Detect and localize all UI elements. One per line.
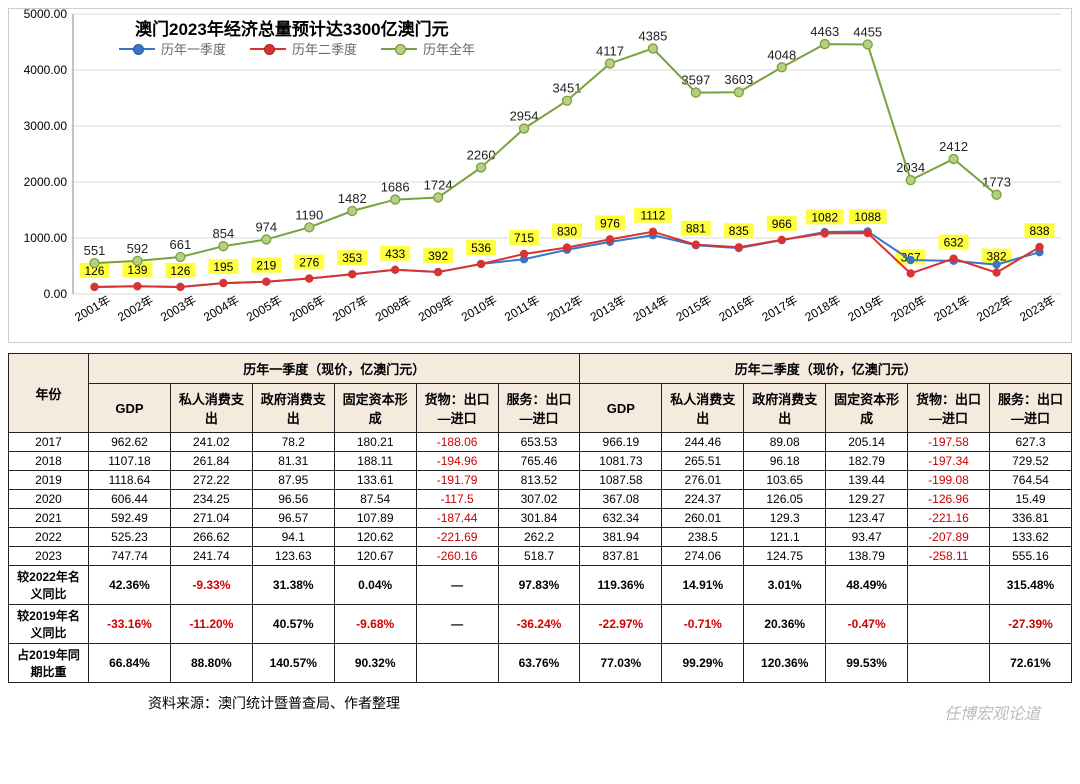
svg-text:2012年: 2012年 <box>545 293 586 324</box>
svg-text:2007年: 2007年 <box>330 293 371 324</box>
svg-text:276: 276 <box>299 256 319 270</box>
svg-text:2001年: 2001年 <box>72 293 113 324</box>
svg-text:1088: 1088 <box>854 210 881 224</box>
legend-annual: 历年全年 <box>381 39 475 58</box>
data-table: 年份历年一季度（现价，亿澳门元）历年二季度（现价，亿澳门元）GDP私人消费支出政… <box>8 353 1072 683</box>
svg-text:4463: 4463 <box>810 24 839 39</box>
svg-text:592: 592 <box>127 241 149 256</box>
svg-text:1190: 1190 <box>295 207 323 222</box>
svg-text:3597: 3597 <box>681 73 710 88</box>
svg-text:5000.00: 5000.00 <box>24 9 68 21</box>
svg-text:632: 632 <box>944 236 964 250</box>
svg-text:966: 966 <box>772 217 792 231</box>
svg-text:2023年: 2023年 <box>1017 293 1058 324</box>
svg-text:2021年: 2021年 <box>931 293 972 324</box>
svg-text:4385: 4385 <box>638 28 667 43</box>
svg-text:661: 661 <box>170 237 192 252</box>
legend-q1: 历年一季度 <box>119 39 226 58</box>
svg-text:2034: 2034 <box>896 160 925 175</box>
svg-text:2013年: 2013年 <box>588 293 629 324</box>
svg-text:1000.00: 1000.00 <box>24 231 68 245</box>
svg-text:1112: 1112 <box>640 209 665 223</box>
svg-text:219: 219 <box>256 259 276 273</box>
svg-text:715: 715 <box>514 231 534 245</box>
svg-text:2010年: 2010年 <box>459 293 500 324</box>
svg-text:4117: 4117 <box>596 43 624 58</box>
svg-text:2015年: 2015年 <box>674 293 715 324</box>
svg-text:2018年: 2018年 <box>802 293 843 324</box>
svg-text:4000.00: 4000.00 <box>24 63 68 77</box>
chart-and-table: 澳门2023年经济总量预计达3300亿澳门元 历年一季度 历年二季度 历年全年 … <box>8 8 1072 713</box>
chart-title: 澳门2023年经济总量预计达3300亿澳门元 <box>135 15 449 40</box>
svg-text:2005年: 2005年 <box>244 293 285 324</box>
svg-text:3000.00: 3000.00 <box>24 119 68 133</box>
svg-text:2008年: 2008年 <box>373 293 414 324</box>
legend-q2: 历年二季度 <box>250 39 357 58</box>
svg-text:1686: 1686 <box>381 180 410 195</box>
svg-text:835: 835 <box>729 224 749 238</box>
svg-text:3603: 3603 <box>724 72 753 87</box>
svg-text:392: 392 <box>428 249 448 263</box>
svg-text:838: 838 <box>1030 224 1050 238</box>
svg-text:2022年: 2022年 <box>974 293 1015 324</box>
svg-text:4048: 4048 <box>767 47 796 62</box>
svg-text:976: 976 <box>600 216 620 230</box>
svg-text:1482: 1482 <box>338 191 367 206</box>
svg-text:2009年: 2009年 <box>416 293 457 324</box>
svg-text:0.00: 0.00 <box>44 287 68 301</box>
svg-text:4455: 4455 <box>853 25 882 40</box>
svg-text:2016年: 2016年 <box>717 293 758 324</box>
svg-text:2260: 2260 <box>467 147 496 162</box>
svg-text:974: 974 <box>255 219 277 234</box>
source-note: 资料来源：澳门统计暨普查局、作者整理 <box>148 693 1072 713</box>
svg-text:2412: 2412 <box>939 139 968 154</box>
svg-text:353: 353 <box>342 251 362 265</box>
svg-text:3451: 3451 <box>553 81 582 96</box>
svg-text:1082: 1082 <box>811 210 838 224</box>
svg-text:2000.00: 2000.00 <box>24 175 68 189</box>
svg-text:854: 854 <box>212 226 234 241</box>
line-chart: 澳门2023年经济总量预计达3300亿澳门元 历年一季度 历年二季度 历年全年 … <box>8 8 1072 343</box>
svg-text:830: 830 <box>557 225 577 239</box>
svg-text:2020年: 2020年 <box>888 293 929 324</box>
svg-text:2017年: 2017年 <box>760 293 801 324</box>
legend: 历年一季度 历年二季度 历年全年 <box>119 39 475 58</box>
svg-text:2003年: 2003年 <box>158 293 199 324</box>
svg-text:2019年: 2019年 <box>845 293 886 324</box>
svg-text:2002年: 2002年 <box>115 293 156 324</box>
svg-text:2014年: 2014年 <box>631 293 672 324</box>
svg-text:536: 536 <box>471 241 491 255</box>
chart-svg: 0.00 1000.00 2000.00 3000.00 4000.00 5000.00 2… <box>9 9 1073 344</box>
svg-text:881: 881 <box>686 222 706 236</box>
svg-text:2011年: 2011年 <box>502 293 542 324</box>
svg-text:126: 126 <box>170 264 190 278</box>
svg-text:2006年: 2006年 <box>287 293 328 324</box>
svg-text:195: 195 <box>213 260 233 274</box>
svg-text:2004年: 2004年 <box>201 293 242 324</box>
svg-text:551: 551 <box>84 243 106 258</box>
svg-text:433: 433 <box>385 247 405 261</box>
